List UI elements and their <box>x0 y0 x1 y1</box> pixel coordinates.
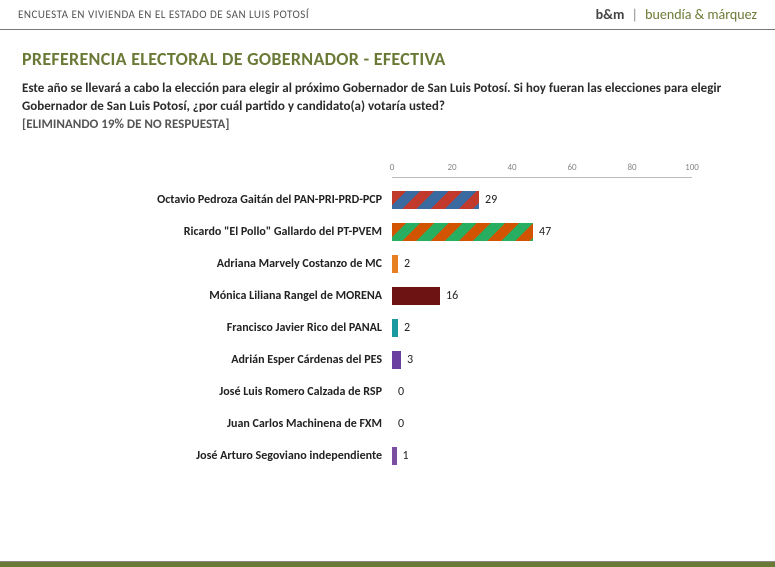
candidate-label: José Arturo Segoviano independiente <box>122 440 392 472</box>
candidate-label: Ricardo "El Pollo" Gallardo del PT-PVEM <box>122 216 392 248</box>
content: PREFERENCIA ELECTORAL DE GOBERNADOR - EF… <box>0 30 775 472</box>
footer-bar <box>0 561 775 567</box>
bar-value: 47 <box>539 225 551 239</box>
bar-value: 1 <box>403 449 409 463</box>
chart: Octavio Pedroza Gaitán del PAN-PRI-PRD-P… <box>122 162 753 472</box>
brand-sep: | <box>628 6 642 23</box>
candidate-label: Adrián Esper Cárdenas del PES <box>122 344 392 376</box>
candidate-label: Octavio Pedroza Gaitán del PAN-PRI-PRD-P… <box>122 184 392 216</box>
page-title: PREFERENCIA ELECTORAL DE GOBERNADOR - EF… <box>22 48 753 70</box>
chart-labels-column: Octavio Pedroza Gaitán del PAN-PRI-PRD-P… <box>122 162 392 472</box>
axis-tick: 20 <box>447 162 456 173</box>
bar-row: 1 <box>392 440 692 472</box>
bar: 3 <box>392 351 401 369</box>
candidate-label: Francisco Javier Rico del PANAL <box>122 312 392 344</box>
bar-row: 3 <box>392 344 692 376</box>
axis-tick: 40 <box>507 162 516 173</box>
survey-question: Este año se llevará a cabo la elección p… <box>22 80 753 115</box>
candidate-label: Mónica Liliana Rangel de MORENA <box>122 280 392 312</box>
survey-label: ENCUESTA EN VIVIENDA EN EL ESTADO DE SAN… <box>18 8 309 21</box>
bar: 1 <box>392 447 397 465</box>
chart-bars-column: 020406080100 294721623001 <box>392 162 692 472</box>
bar: 29 <box>392 191 479 209</box>
bar-value: 0 <box>398 417 404 431</box>
bar: 16 <box>392 287 440 305</box>
candidate-label: Adriana Marvely Costanzo de MC <box>122 248 392 280</box>
axis-tick: 60 <box>567 162 576 173</box>
filter-note: [ELIMINANDO 19% DE NO RESPUESTA] <box>22 117 753 132</box>
bar-row: 0 <box>392 376 692 408</box>
bar-value: 0 <box>398 385 404 399</box>
bar: 2 <box>392 255 398 273</box>
bar-row: 47 <box>392 216 692 248</box>
bar-value: 2 <box>404 257 410 271</box>
bar-row: 2 <box>392 248 692 280</box>
x-axis: 020406080100 <box>392 162 692 178</box>
candidate-label: Juan Carlos Machinena de FXM <box>122 408 392 440</box>
bar-row: 0 <box>392 408 692 440</box>
bar-value: 29 <box>485 193 497 207</box>
candidate-label: José Luis Romero Calzada de RSP <box>122 376 392 408</box>
bar-value: 3 <box>407 353 413 367</box>
bar: 2 <box>392 319 398 337</box>
axis-tick: 80 <box>627 162 636 173</box>
bar-row: 16 <box>392 280 692 312</box>
bar: 47 <box>392 223 533 241</box>
bar-row: 29 <box>392 184 692 216</box>
bar-value: 16 <box>446 289 458 303</box>
brand-full: buendía & márquez <box>645 6 757 23</box>
brand-logo: b&m | buendía & márquez <box>596 6 757 23</box>
bar-row: 2 <box>392 312 692 344</box>
axis-tick: 0 <box>390 162 395 173</box>
brand-short: b&m <box>596 6 625 23</box>
axis-tick: 100 <box>685 162 699 173</box>
topbar: ENCUESTA EN VIVIENDA EN EL ESTADO DE SAN… <box>0 0 775 30</box>
bar-value: 2 <box>404 321 410 335</box>
